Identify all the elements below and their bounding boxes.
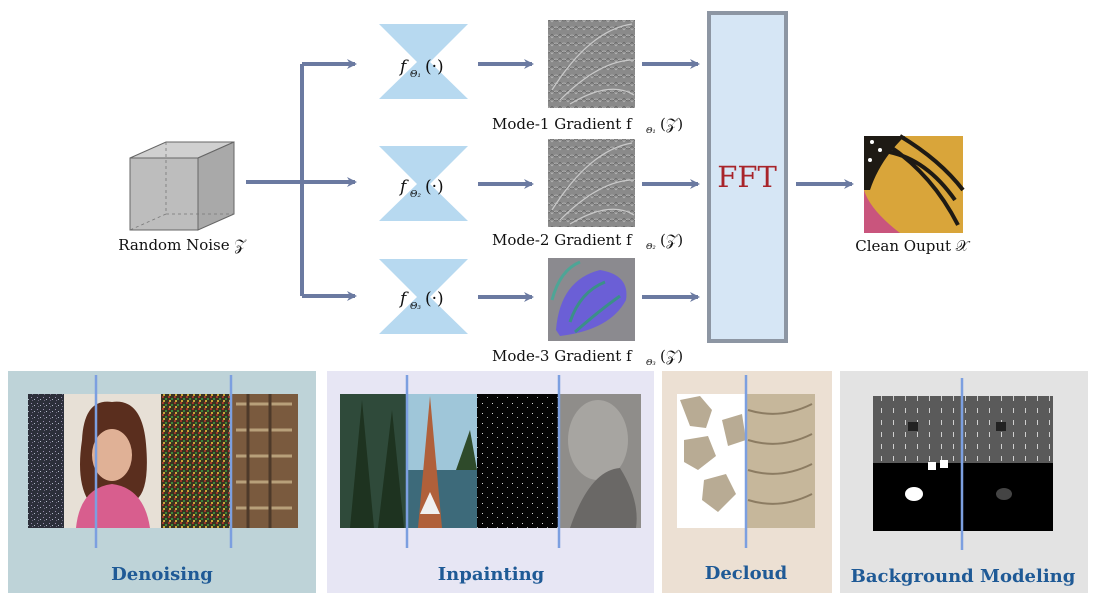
output-image xyxy=(864,134,965,233)
svg-text:Θ₂: Θ₂ xyxy=(410,190,421,200)
gradient-caption-1: Mode-1 Gradient f Θ₁ (𝒵) xyxy=(492,115,683,135)
network-block-3: f Θ₃ (·) xyxy=(379,259,468,334)
svg-text:Θ₃: Θ₃ xyxy=(646,358,656,367)
svg-text:(·): (·) xyxy=(425,177,444,197)
panel-background-modeling: Background Modeling xyxy=(840,371,1088,593)
svg-text:f: f xyxy=(398,177,409,197)
gradient-image-3 xyxy=(548,258,635,341)
panel-denoising: Denoising xyxy=(8,371,316,593)
fft-block: FFT xyxy=(707,11,788,343)
panel-title-decloud: Decloud xyxy=(705,563,788,584)
svg-text:(𝒵): (𝒵) xyxy=(660,231,683,249)
svg-text:Mode-1 Gradient f: Mode-1 Gradient f xyxy=(492,115,633,133)
panel-title-background-modeling: Background Modeling xyxy=(851,566,1076,587)
svg-text:(·): (·) xyxy=(425,289,444,309)
svg-text:Θ₂: Θ₂ xyxy=(646,242,656,251)
gradient-caption-2: Mode-2 Gradient f Θ₂ (𝒵) xyxy=(492,231,683,251)
gradient-to-fft-arrows xyxy=(642,59,700,302)
svg-text:Θ₁: Θ₁ xyxy=(646,126,656,135)
svg-text:f: f xyxy=(398,289,409,309)
svg-text:Θ₁: Θ₁ xyxy=(410,70,421,80)
network-block-1: f Θ₁ (·) xyxy=(379,24,468,99)
branch-connectors xyxy=(246,59,357,301)
net-to-gradient-arrows xyxy=(478,59,534,302)
gradient-caption-3: Mode-3 Gradient f Θ₃ (𝒵) xyxy=(492,347,683,367)
panel-decloud: Decloud xyxy=(662,371,832,593)
panel-inpainting: Inpainting xyxy=(327,371,654,593)
panel-title-inpainting: Inpainting xyxy=(438,564,545,585)
svg-text:Mode-3 Gradient f: Mode-3 Gradient f xyxy=(492,347,633,365)
svg-text:Θ₃: Θ₃ xyxy=(410,302,421,312)
svg-text:Mode-2 Gradient f: Mode-2 Gradient f xyxy=(492,231,633,249)
svg-text:f: f xyxy=(398,57,409,77)
noise-cube-icon xyxy=(129,141,235,231)
input-label: Random Noise 𝒵 xyxy=(118,236,247,254)
fft-label: FFT xyxy=(717,160,777,194)
panel-title-denoising: Denoising xyxy=(111,564,213,585)
gradient-image-2 xyxy=(548,139,635,227)
output-label: Clean Ouput 𝒳 xyxy=(855,237,971,255)
svg-text:(𝒵): (𝒵) xyxy=(660,115,683,133)
gradient-image-1 xyxy=(548,20,635,108)
svg-text:(𝒵): (𝒵) xyxy=(660,347,683,365)
network-block-2: f Θ₂ (·) xyxy=(379,146,468,221)
svg-text:(·): (·) xyxy=(425,57,444,77)
